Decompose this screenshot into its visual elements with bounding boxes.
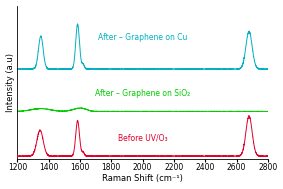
- Text: After – Graphene on SiO₂: After – Graphene on SiO₂: [95, 89, 190, 98]
- X-axis label: Raman Shift (cm⁻¹): Raman Shift (cm⁻¹): [102, 174, 183, 184]
- Text: Before UV/O₃: Before UV/O₃: [118, 134, 167, 143]
- Text: After – Graphene on Cu: After – Graphene on Cu: [98, 33, 187, 42]
- Y-axis label: Intensity (a.u): Intensity (a.u): [6, 53, 14, 112]
